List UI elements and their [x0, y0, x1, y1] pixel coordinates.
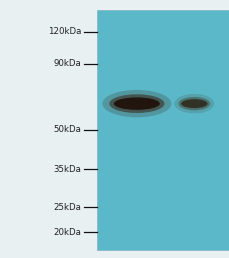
Ellipse shape — [109, 94, 164, 113]
FancyBboxPatch shape — [96, 10, 228, 250]
Text: 90kDa: 90kDa — [54, 59, 81, 68]
Ellipse shape — [113, 98, 159, 110]
Text: 20kDa: 20kDa — [54, 228, 81, 237]
Ellipse shape — [178, 97, 209, 110]
Text: 25kDa: 25kDa — [54, 203, 81, 212]
Text: 120kDa: 120kDa — [48, 27, 81, 36]
Ellipse shape — [174, 94, 213, 114]
Text: 35kDa: 35kDa — [54, 165, 81, 174]
Text: 50kDa: 50kDa — [54, 125, 81, 134]
Ellipse shape — [180, 99, 207, 108]
Ellipse shape — [102, 90, 171, 117]
